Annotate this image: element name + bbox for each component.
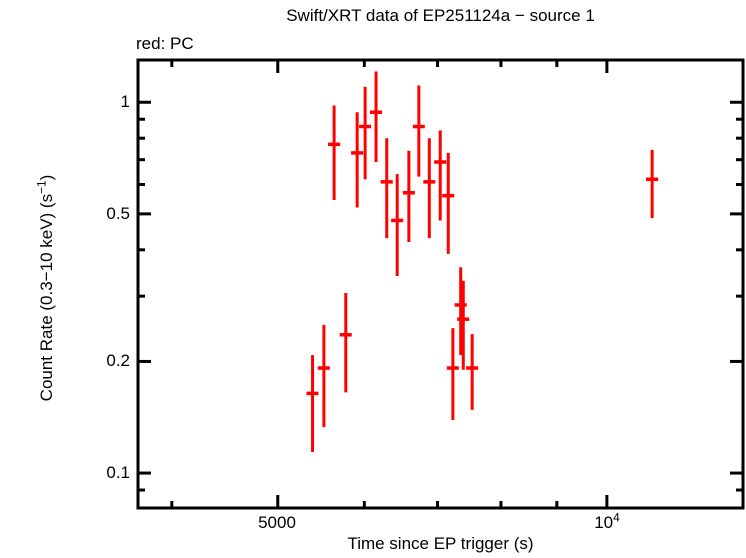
x-axis-label: Time since EP trigger (s): [347, 534, 534, 553]
y-axis-label-sup: −1: [34, 180, 49, 194]
chart-title: Swift/XRT data of EP251124a − source 1: [286, 6, 595, 25]
y-tick-label-0p5: 0.5: [106, 204, 130, 223]
y-axis-label: Count Rate (0.3−10 keV) (s−1): [34, 174, 57, 402]
plot-frame: [136, 58, 745, 510]
x-tick-label-5000: 5000: [258, 513, 296, 533]
mode-label-pc: red: PC: [136, 34, 194, 53]
x-tick-label-5000-base: 5000: [258, 513, 296, 532]
y-axis-label-pre: Count Rate (0.3−10 keV) (s: [37, 193, 56, 402]
y-tick-label-1: 1: [120, 92, 130, 111]
x-tick-label-1e4-base: 10: [594, 513, 614, 532]
y-axis-label-post: ): [37, 174, 56, 181]
x-tick-label-1e4: 104: [594, 510, 620, 533]
y-tick-label-0p1: 0.1: [106, 463, 130, 482]
x-tick-label-1e4-sup: 4: [613, 510, 620, 525]
y-tick-label-0p2: 0.2: [106, 351, 130, 370]
